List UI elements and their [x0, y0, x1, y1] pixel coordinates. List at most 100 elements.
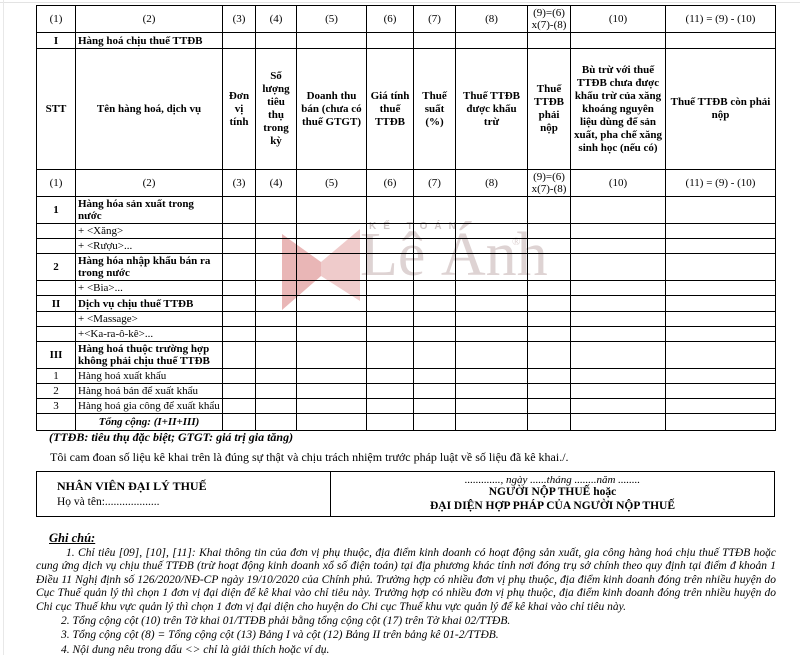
empty-value-cell	[296, 326, 367, 342]
empty-value-cell	[255, 311, 297, 327]
empty-value-cell	[366, 326, 414, 342]
row-number-cell	[36, 238, 76, 254]
table-row: III Hàng hoá thuộc trường hợp không phải …	[36, 341, 776, 369]
empty-value-cell	[296, 253, 367, 281]
table-row: 2 Hàng hoá bán để xuất khẩu	[36, 383, 776, 399]
empty-value-cell	[366, 383, 414, 399]
row-label-cell: Tổng cộng: (I+II+III)	[75, 413, 223, 431]
column-number-cell: (2)	[75, 169, 223, 197]
table-row: I Hàng hoá chịu thuế TTĐB	[36, 32, 776, 49]
empty-value-cell	[527, 32, 571, 49]
empty-value-cell	[296, 196, 367, 224]
empty-value-cell	[570, 253, 666, 281]
column-header-cell: Thuế suất (%)	[413, 48, 456, 170]
empty-value-cell	[255, 295, 297, 312]
empty-value-cell	[255, 383, 297, 399]
empty-value-cell	[455, 253, 528, 281]
empty-value-cell	[570, 413, 666, 431]
column-number-cell: (7)	[413, 5, 456, 33]
empty-value-cell	[222, 383, 256, 399]
empty-value-cell	[296, 238, 367, 254]
notes-heading: Ghi chú:	[49, 531, 96, 545]
empty-value-cell	[296, 280, 367, 296]
empty-value-cell	[222, 311, 256, 327]
empty-value-cell	[455, 196, 528, 224]
empty-value-cell	[527, 341, 571, 369]
table-row: (1) (2) (3) (4) (5) (6) (7) (8) (9)=(6) x(7)-(8)…	[36, 169, 776, 197]
empty-value-cell	[665, 223, 776, 239]
column-number-cell: (6)	[366, 169, 414, 197]
empty-value-cell	[570, 311, 666, 327]
empty-value-cell	[366, 253, 414, 281]
column-header-cell: Doanh thu bán (chưa có thuế GTGT)	[296, 48, 367, 170]
row-label-cell: Hàng hoá thuộc trường hợp không phải chị…	[75, 341, 223, 369]
empty-value-cell	[527, 311, 571, 327]
row-number-cell: III	[36, 341, 76, 369]
row-label-cell: + <Bia>...	[75, 280, 223, 296]
declaration-table-wrapper: (1) (2) (3) (4) (5) (6) (7) (8) (9)=(6) x(7)-(8)…	[36, 5, 776, 431]
column-number-cell: (11) = (9) - (10)	[665, 169, 776, 197]
empty-value-cell	[255, 280, 297, 296]
empty-value-cell	[366, 341, 414, 369]
table-row: + <Xăng>	[36, 223, 776, 239]
empty-value-cell	[255, 32, 297, 49]
empty-value-cell	[665, 413, 776, 431]
empty-value-cell	[570, 223, 666, 239]
row-number-cell	[36, 326, 76, 342]
window-top-edge	[0, 2, 800, 3]
empty-value-cell	[665, 196, 776, 224]
empty-value-cell	[455, 368, 528, 384]
table-row: 2 Hàng hóa nhập khẩu bán ra trong nước	[36, 253, 776, 281]
empty-value-cell	[527, 295, 571, 312]
empty-value-cell	[665, 32, 776, 49]
empty-value-cell	[222, 398, 256, 414]
empty-value-cell	[255, 238, 297, 254]
column-number-cell: (7)	[413, 169, 456, 197]
empty-value-cell	[366, 196, 414, 224]
row-number-cell: 2	[36, 253, 76, 281]
empty-value-cell	[413, 238, 456, 254]
empty-value-cell	[665, 280, 776, 296]
empty-value-cell	[255, 368, 297, 384]
empty-value-cell	[222, 253, 256, 281]
column-number-cell: (1)	[36, 169, 76, 197]
empty-value-cell	[570, 280, 666, 296]
column-header-cell: Đơn vị tính	[222, 48, 256, 170]
column-number-cell: (8)	[455, 169, 528, 197]
column-header-cell: Bù trừ với thuế TTĐB chưa được khấu trừ …	[570, 48, 666, 170]
empty-value-cell	[366, 398, 414, 414]
empty-value-cell	[665, 326, 776, 342]
row-number-cell: I	[36, 32, 76, 49]
empty-value-cell	[455, 413, 528, 431]
note-item: 2. Tổng cộng cột (10) trên Tờ khai 01/TT…	[61, 615, 511, 628]
empty-value-cell	[255, 341, 297, 369]
column-number-cell: (10)	[570, 5, 666, 33]
empty-value-cell	[570, 32, 666, 49]
table-row: 1 Hàng hoá xuất khẩu	[36, 368, 776, 384]
column-number-cell: (1)	[36, 5, 76, 33]
empty-value-cell	[222, 341, 256, 369]
date-line: ............., ngày ......tháng ........…	[464, 474, 641, 486]
table-row: + <Massage>	[36, 311, 776, 327]
empty-value-cell	[222, 280, 256, 296]
empty-value-cell	[296, 32, 367, 49]
empty-value-cell	[413, 326, 456, 342]
note-item: 1. Chỉ tiêu [09], [10], [11]: Khai thông…	[36, 547, 776, 613]
empty-value-cell	[222, 32, 256, 49]
row-label-cell: +<Ka-ra-ô-kê>...	[75, 326, 223, 342]
empty-value-cell	[455, 398, 528, 414]
empty-value-cell	[570, 295, 666, 312]
row-number-cell: 3	[36, 398, 76, 414]
empty-value-cell	[455, 280, 528, 296]
empty-value-cell	[455, 311, 528, 327]
empty-value-cell	[527, 196, 571, 224]
table-row: STT Tên hàng hoá, dịch vụ Đơn vị tính Số lư…	[36, 48, 776, 170]
empty-value-cell	[222, 326, 256, 342]
empty-value-cell	[366, 295, 414, 312]
empty-value-cell	[296, 295, 367, 312]
empty-value-cell	[296, 383, 367, 399]
row-label-cell: Hàng hóa sản xuất trong nước	[75, 196, 223, 224]
tax-agent-title: NHÂN VIÊN ĐẠI LÝ THUẾ	[57, 479, 207, 493]
row-label-cell: + <Xăng>	[75, 223, 223, 239]
